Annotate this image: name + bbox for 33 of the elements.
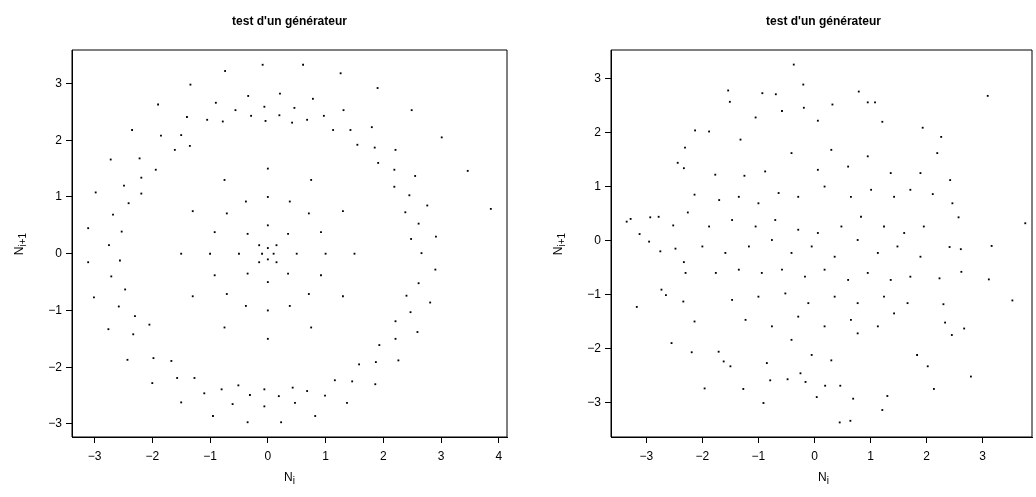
- y-tick-label: 0: [55, 246, 63, 261]
- y-tick-label: 2: [55, 132, 63, 147]
- x-tick-label: 2: [380, 448, 388, 463]
- x-tick-label: 4: [495, 448, 503, 463]
- x-tick-label: 2: [923, 448, 931, 463]
- x-tick-label: −2: [695, 448, 710, 463]
- y-tick-label: −2: [48, 359, 63, 374]
- y-tick-label: 1: [594, 178, 602, 193]
- x-tick-label: −2: [145, 448, 160, 463]
- y-tick-label: −2: [587, 340, 602, 355]
- y-tick-label: −3: [587, 394, 602, 409]
- x-tick-label: 1: [867, 448, 875, 463]
- x-tick-label: −3: [639, 448, 654, 463]
- x-axis-title: N$_{i}$: [284, 470, 295, 487]
- y-tick-label: 2: [594, 124, 602, 139]
- y-tick-label: 0: [594, 232, 602, 247]
- y-tick-label: 3: [55, 75, 63, 90]
- chart-title: test d'un générateur: [232, 14, 347, 28]
- x-axis-title: N$_{i}$: [818, 470, 829, 487]
- y-tick-label: 3: [594, 70, 602, 85]
- x-tick-label: −1: [203, 448, 218, 463]
- x-tick-label: 0: [264, 448, 272, 463]
- y-tick-label: −1: [48, 302, 63, 317]
- y-tick-label: 1: [55, 189, 63, 204]
- x-tick-label: −1: [751, 448, 766, 463]
- x-tick-label: 1: [322, 448, 330, 463]
- x-tick-label: −3: [87, 448, 102, 463]
- chart-title: test d'un générateur: [766, 14, 881, 28]
- x-tick-label: 0: [811, 448, 819, 463]
- x-tick-label: 3: [979, 448, 987, 463]
- x-tick-label: 3: [437, 448, 445, 463]
- y-tick-label: −1: [587, 286, 602, 301]
- y-tick-label: −3: [48, 416, 63, 431]
